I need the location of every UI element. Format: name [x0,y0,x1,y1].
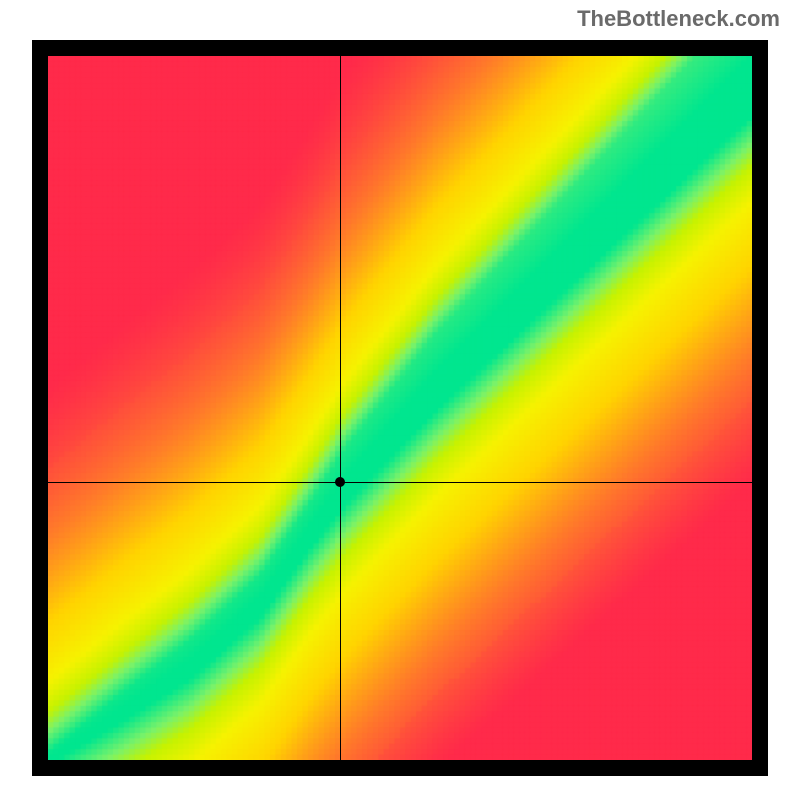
crosshair-vertical [340,40,341,776]
chart-container: TheBottleneck.com [0,0,800,800]
plot-area [32,40,768,776]
attribution-text: TheBottleneck.com [577,6,780,32]
crosshair-horizontal [32,482,768,483]
data-point-marker [335,477,345,487]
heatmap-canvas [48,56,752,760]
